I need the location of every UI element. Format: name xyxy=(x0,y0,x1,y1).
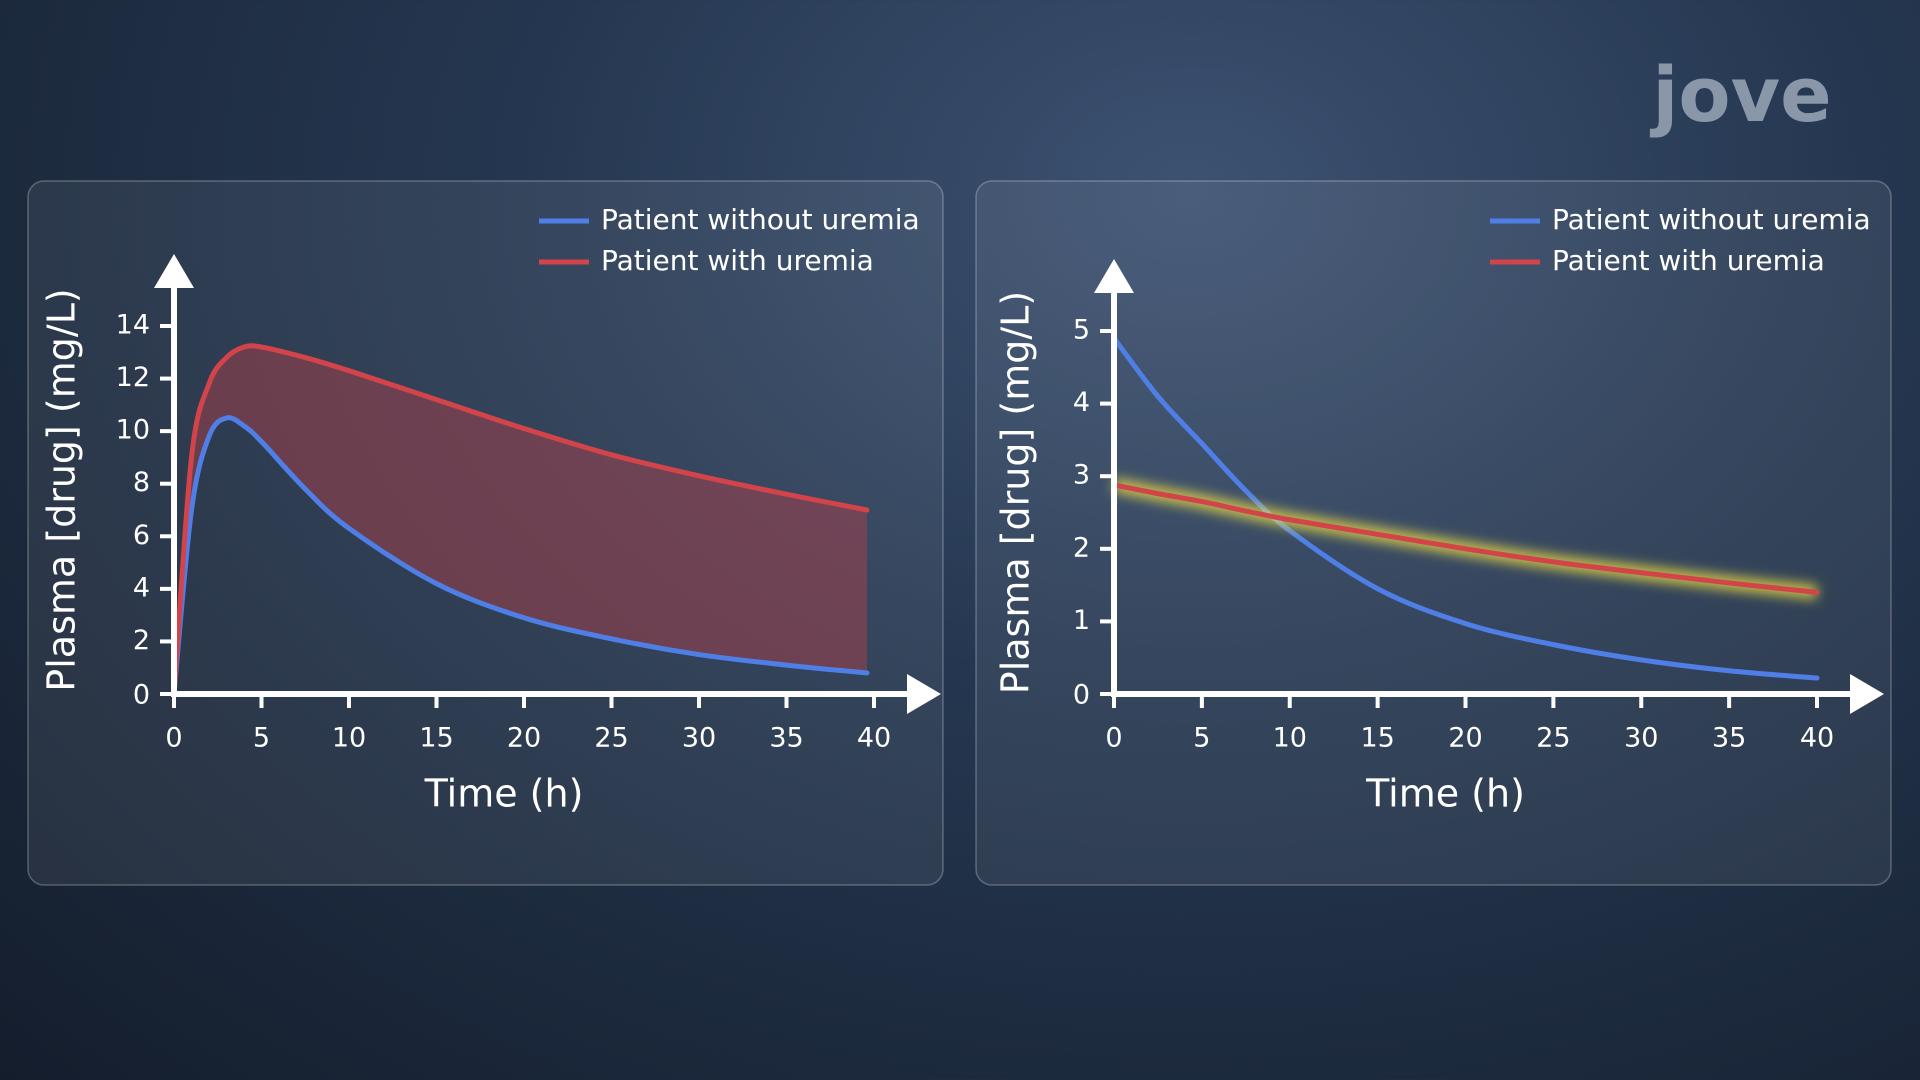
y-tick-label: 2 xyxy=(1073,532,1090,563)
y-tick-label: 12 xyxy=(116,362,150,393)
x-tick-label: 35 xyxy=(769,723,803,754)
legend-label: Patient with uremia xyxy=(1552,244,1825,277)
y-tick-label: 14 xyxy=(116,310,150,341)
x-tick-label: 15 xyxy=(1360,723,1394,754)
x-tick-label: 20 xyxy=(507,723,541,754)
y-tick-label: 3 xyxy=(1073,460,1090,491)
x-axis-arrow xyxy=(1850,674,1884,714)
fill-between xyxy=(174,345,867,694)
y-tick-label: 10 xyxy=(116,415,150,446)
legend-label: Patient with uremia xyxy=(601,244,874,277)
y-axis-arrow xyxy=(1094,259,1134,293)
y-axis-label: Plasma [drug] (mg/L) xyxy=(40,288,84,691)
y-axis-label: Plasma [drug] (mg/L) xyxy=(994,291,1038,694)
x-tick-label: 30 xyxy=(1624,723,1658,754)
x-tick-label: 5 xyxy=(1193,723,1210,754)
x-tick-label: 25 xyxy=(594,723,628,754)
x-tick-label: 25 xyxy=(1536,723,1570,754)
y-axis-arrow xyxy=(154,254,194,288)
x-tick-label: 15 xyxy=(419,723,453,754)
x-tick-label: 0 xyxy=(1105,723,1122,754)
y-tick-label: 1 xyxy=(1073,605,1090,636)
y-tick-label: 4 xyxy=(1073,387,1090,418)
series-line xyxy=(171,343,870,697)
x-tick-label: 40 xyxy=(1800,723,1834,754)
panel xyxy=(975,180,1892,886)
x-tick-label: 35 xyxy=(1712,723,1746,754)
y-tick-label: 0 xyxy=(1073,680,1090,711)
x-axis-label: Time (h) xyxy=(1365,772,1525,816)
x-tick-label: 5 xyxy=(253,723,270,754)
x-tick-label: 40 xyxy=(857,723,891,754)
series-line xyxy=(1111,335,1820,681)
series-line xyxy=(171,415,870,697)
y-tick-label: 0 xyxy=(133,680,150,711)
y-tick-label: 8 xyxy=(133,467,150,498)
y-tick-label: 4 xyxy=(133,572,150,603)
y-tick-label: 6 xyxy=(133,520,150,551)
x-tick-label: 20 xyxy=(1448,723,1482,754)
x-tick-label: 10 xyxy=(1273,723,1307,754)
legend-label: Patient without uremia xyxy=(1552,203,1871,236)
x-tick-label: 10 xyxy=(332,723,366,754)
x-axis-arrow xyxy=(907,674,941,714)
series-line xyxy=(1111,482,1820,595)
x-tick-label: 0 xyxy=(165,723,182,754)
y-tick-label: 2 xyxy=(133,625,150,656)
logo: jove xyxy=(1649,50,1831,139)
panel xyxy=(27,180,944,886)
y-tick-label: 5 xyxy=(1073,315,1090,346)
x-tick-label: 30 xyxy=(682,723,716,754)
legend-label: Patient without uremia xyxy=(601,203,920,236)
x-axis-label: Time (h) xyxy=(424,772,584,816)
